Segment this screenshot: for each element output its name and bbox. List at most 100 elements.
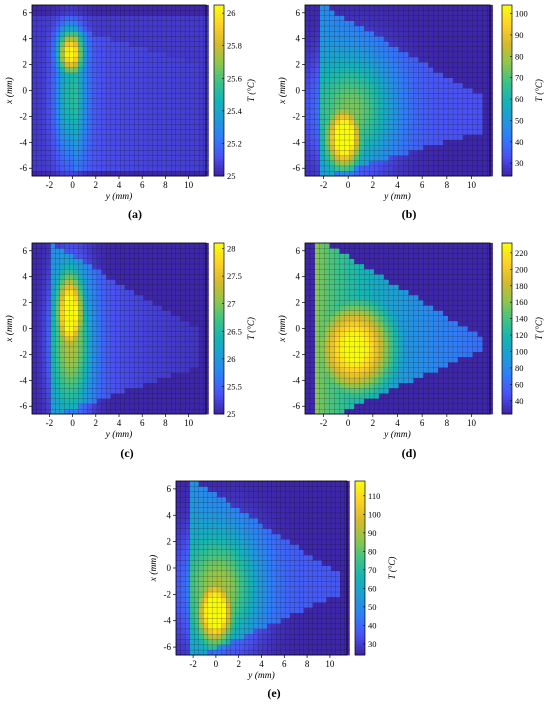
heatmap-cell — [31, 10, 38, 16]
heatmap-cell — [115, 279, 121, 285]
heatmap-cell — [36, 67, 42, 73]
heatmap-cell — [143, 155, 149, 161]
heatmap-cell — [55, 248, 61, 254]
heatmap-cell — [157, 263, 163, 270]
heatmap-cell — [143, 72, 149, 78]
heatmap-cell — [152, 320, 158, 327]
heatmap-cell — [138, 25, 144, 32]
heatmap-cell — [166, 124, 172, 130]
heatmap-cell — [50, 268, 56, 275]
heatmap-cell — [68, 139, 75, 146]
heatmap-cell — [110, 51, 116, 58]
heatmap-cell — [462, 15, 469, 21]
heatmap-cell — [403, 35, 410, 42]
heatmap-cell — [101, 320, 107, 327]
heatmap-cell — [36, 253, 42, 259]
heatmap-cell — [413, 377, 419, 384]
heatmap-cell — [189, 160, 195, 167]
heatmap-cell — [175, 149, 181, 156]
heatmap-cell — [309, 134, 316, 141]
heatmap-cell — [334, 263, 340, 270]
heatmap-cell — [133, 15, 140, 21]
heatmap-cell — [349, 149, 355, 156]
heatmap-cell — [314, 320, 321, 327]
heatmap-cell — [428, 377, 434, 384]
heatmap-cell — [359, 144, 365, 151]
heatmap-cell — [388, 387, 395, 394]
heatmap-cell — [101, 268, 107, 275]
heatmap-cell — [373, 30, 380, 37]
heatmap-cell — [462, 113, 469, 120]
heatmap-cell — [41, 403, 47, 410]
heatmap-cell — [443, 67, 449, 73]
heatmap-cell — [359, 108, 365, 115]
colorbar-tick-label: 28 — [227, 244, 236, 254]
heatmap-cell — [115, 248, 121, 254]
heatmap-cell — [364, 77, 370, 84]
heatmap-cell — [314, 25, 321, 32]
heatmap-cell — [147, 160, 154, 167]
heatmap-cell — [314, 98, 321, 104]
heatmap-cell — [314, 387, 321, 394]
heatmap-cell — [398, 351, 405, 358]
heatmap-cell — [129, 387, 135, 394]
heatmap-cell — [388, 320, 395, 327]
heatmap-cell — [324, 320, 331, 327]
heatmap-cell — [349, 346, 355, 353]
heatmap-cell — [50, 98, 56, 104]
colorbar-segment — [502, 39, 512, 43]
heatmap-cell — [147, 336, 154, 342]
heatmap-cell — [349, 108, 355, 115]
heatmap-cell — [359, 20, 365, 27]
heatmap-cell — [309, 56, 316, 63]
heatmap-cell — [408, 30, 414, 37]
heatmap-cell — [324, 124, 331, 130]
heatmap-cell — [383, 408, 390, 415]
heatmap-cell — [143, 325, 149, 332]
heatmap-cell — [120, 305, 126, 311]
heatmap-cell — [457, 72, 464, 78]
heatmap-cell — [101, 273, 107, 280]
heatmap-cell — [398, 103, 405, 110]
heatmap-cell — [101, 129, 107, 135]
heatmap-cell — [147, 20, 154, 27]
heatmap-cell — [78, 67, 84, 73]
heatmap-cell — [166, 330, 172, 337]
heatmap-cell — [50, 242, 56, 249]
heatmap-cell — [364, 67, 370, 73]
heatmap-cell — [129, 336, 135, 342]
heatmap-cell — [45, 155, 51, 161]
heatmap-cell — [452, 144, 459, 151]
heatmap-cell — [106, 367, 112, 373]
heatmap-cell — [438, 382, 444, 389]
heatmap-cell — [418, 118, 424, 125]
heatmap-cell — [418, 268, 424, 275]
heatmap-cell — [92, 4, 98, 11]
heatmap-cell — [68, 4, 75, 11]
heatmap-cell — [120, 170, 126, 177]
heatmap-cell — [64, 10, 70, 16]
heatmap-cell — [36, 382, 42, 389]
heatmap-cell — [438, 4, 444, 11]
heatmap-cell — [161, 403, 167, 410]
heatmap-cell — [82, 87, 89, 94]
heatmap-cell — [59, 77, 65, 84]
heatmap-cell — [403, 346, 410, 353]
heatmap-cell — [31, 170, 38, 177]
heatmap-cell — [319, 92, 326, 99]
heatmap-cell — [157, 20, 163, 27]
heatmap-cell — [433, 242, 439, 249]
heatmap-cell — [92, 382, 98, 389]
heatmap-cell — [398, 330, 405, 337]
heatmap-cell — [413, 67, 419, 73]
heatmap-cell — [110, 398, 116, 405]
heatmap-cell — [349, 279, 355, 285]
heatmap-cell — [309, 320, 316, 327]
heatmap-cell — [180, 279, 186, 285]
heatmap-cell — [418, 35, 424, 42]
heatmap-cell — [78, 108, 84, 115]
heatmap-cell — [120, 103, 126, 110]
heatmap-cell — [166, 393, 172, 399]
heatmap-cell — [304, 279, 311, 285]
heatmap-cell — [378, 398, 385, 405]
